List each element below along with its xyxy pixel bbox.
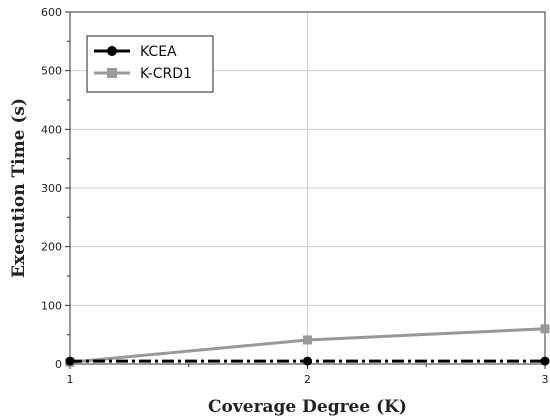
legend: KCEA K-CRD1 <box>86 35 214 93</box>
data-point <box>303 356 312 366</box>
x-tick-label: 2 <box>304 373 311 386</box>
data-point <box>107 68 117 78</box>
data-point <box>540 356 550 366</box>
y-tick-label: 100 <box>41 299 62 312</box>
x-axis-title: Coverage Degree (K) <box>208 397 407 417</box>
y-axis-title: Execution Time (s) <box>9 98 29 278</box>
legend-box <box>86 35 214 93</box>
y-tick-label: 500 <box>41 65 62 78</box>
series-lines <box>65 324 550 367</box>
x-tick-label: 3 <box>542 373 549 386</box>
axis-ticks: 0 100 200 300 400 500 600 1 2 3 <box>41 6 549 386</box>
data-point <box>540 324 550 334</box>
data-point <box>107 46 117 56</box>
y-tick-label: 300 <box>41 182 62 195</box>
legend-label: K-CRD1 <box>140 66 192 82</box>
y-tick-label: 200 <box>41 241 62 254</box>
x-tick-label: 1 <box>67 373 74 386</box>
y-tick-label: 400 <box>41 123 62 136</box>
legend-label: KCEA <box>140 44 177 60</box>
data-point <box>65 356 75 366</box>
y-tick-label: 0 <box>55 358 62 371</box>
data-point <box>303 335 312 345</box>
y-tick-label: 600 <box>41 6 62 19</box>
